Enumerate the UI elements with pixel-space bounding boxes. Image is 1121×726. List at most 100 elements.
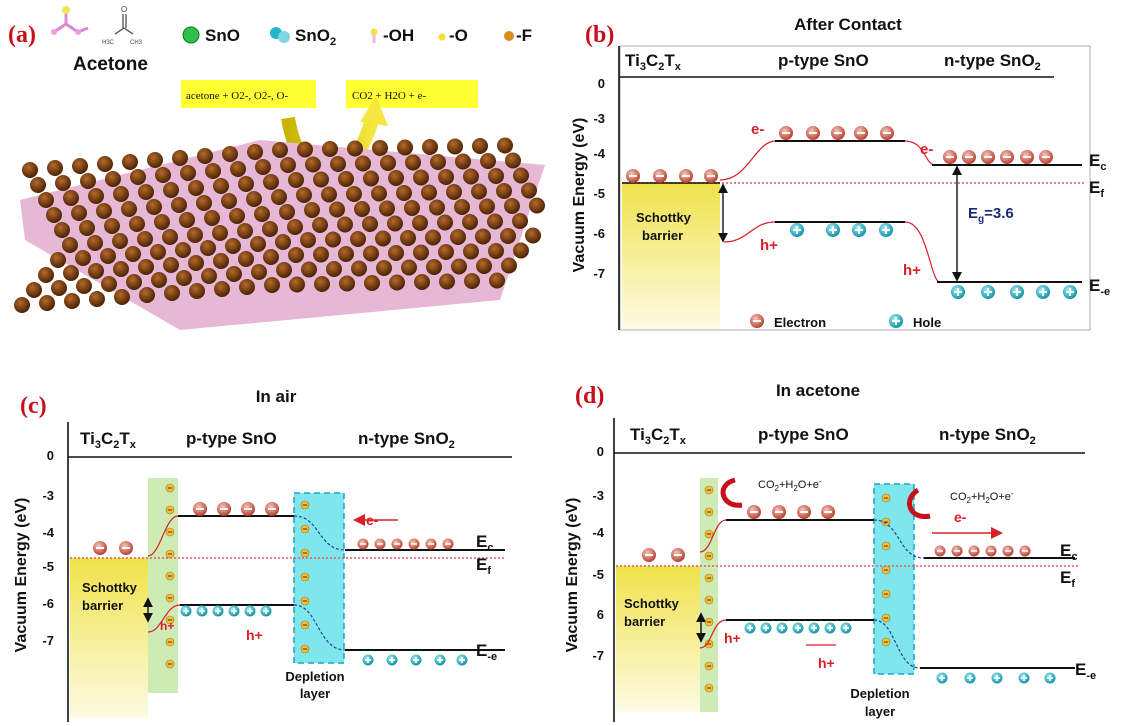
acetone-structure-icon: O H3C CH3 bbox=[102, 5, 143, 46]
svg-text:-6: -6 bbox=[593, 226, 605, 241]
mxene-lattice bbox=[14, 137, 545, 330]
col-sno-label: p-type SnO bbox=[778, 51, 869, 70]
svg-text:-6: -6 bbox=[42, 596, 54, 611]
reaction-arrow-head-icon bbox=[360, 96, 388, 126]
d-col-sno-label: p-type SnO bbox=[758, 425, 849, 444]
svg-text:-F: -F bbox=[516, 26, 532, 45]
product-text: CO2 + H2O + e- bbox=[352, 90, 426, 102]
panel-a: O H3C CH3 Acetone SnO SnO2 -OH -O -F bbox=[14, 5, 545, 330]
d-reaction-arrow-icon-2 bbox=[907, 487, 931, 519]
legend-hole-label: Hole bbox=[913, 315, 941, 330]
d-depletion-label-1: Depletion bbox=[850, 686, 909, 701]
panel-d: In acetone Ti3C2Tx p-type SnO n-type SnO… bbox=[564, 381, 1096, 722]
panel-c: In air Ti3C2Tx p-type SnO n-type SnO2 Va… bbox=[13, 387, 512, 722]
b-electron-arrow-label: e- bbox=[751, 121, 764, 138]
legend-f: -F bbox=[504, 26, 532, 45]
svg-text:-7: -7 bbox=[592, 648, 604, 663]
svg-text:-4: -4 bbox=[42, 525, 54, 540]
svg-text:e-: e- bbox=[954, 509, 967, 525]
legend-o: -O bbox=[438, 26, 468, 45]
svg-text:-3: -3 bbox=[42, 488, 54, 503]
acetone-label: Acetone bbox=[73, 54, 148, 75]
svg-text:0: 0 bbox=[597, 444, 604, 459]
valence-band-curve bbox=[723, 221, 1082, 283]
col-sno2-label: n-type SnO2 bbox=[944, 51, 1041, 73]
eg-label: Eg=3.6 bbox=[968, 205, 1014, 225]
svg-text:-OH: -OH bbox=[383, 26, 414, 45]
panel-d-title: In acetone bbox=[776, 381, 860, 400]
acetone-molecule-icon bbox=[51, 6, 89, 35]
svg-text:E-e: E-e bbox=[1075, 660, 1096, 682]
svg-text:h+: h+ bbox=[724, 630, 741, 646]
schottky-region bbox=[622, 182, 720, 329]
b-ee-label: E-e bbox=[1089, 276, 1110, 298]
svg-text:SnO: SnO bbox=[205, 26, 240, 45]
b-hole-label-2: h+ bbox=[903, 262, 921, 279]
d-reaction-1: CO2+H2O+e- bbox=[758, 477, 822, 493]
b-ec-label: Ec bbox=[1089, 151, 1106, 173]
svg-text:Ec: Ec bbox=[1060, 541, 1077, 563]
d-reaction-arrow-icon-1 bbox=[720, 477, 743, 508]
reactant-text: acetone + O2-, O2-, O- bbox=[186, 90, 288, 102]
svg-text:0: 0 bbox=[47, 448, 54, 463]
b-ef-label: Ef bbox=[1089, 178, 1104, 200]
svg-text:6: 6 bbox=[597, 607, 604, 622]
panel-b-label: (b) bbox=[585, 22, 615, 48]
svg-text:-O: -O bbox=[449, 26, 468, 45]
legend-sno2: SnO2 bbox=[270, 26, 336, 48]
svg-text:Ec: Ec bbox=[476, 532, 493, 554]
panel-c-label: (c) bbox=[20, 393, 47, 419]
d-depletion-region bbox=[874, 484, 914, 674]
svg-text:O: O bbox=[121, 5, 127, 14]
svg-text:CH3: CH3 bbox=[130, 40, 143, 46]
svg-text:Ef: Ef bbox=[1060, 568, 1075, 590]
svg-text:-3: -3 bbox=[593, 111, 605, 126]
legend-hole-icon bbox=[889, 314, 903, 328]
svg-text:0: 0 bbox=[598, 76, 605, 91]
svg-text:-5: -5 bbox=[593, 186, 605, 201]
col-ti3c2tx-label: Ti3C2Tx bbox=[625, 51, 682, 73]
svg-text:h+: h+ bbox=[818, 655, 835, 671]
product-box bbox=[346, 80, 478, 108]
svg-text:barrier: barrier bbox=[82, 598, 123, 613]
svg-text:-7: -7 bbox=[42, 633, 54, 648]
panel-c-ylabel: Vacuum Energy (eV) bbox=[13, 498, 30, 653]
c-schottky-region bbox=[70, 558, 148, 718]
svg-text:Schottky: Schottky bbox=[624, 596, 680, 611]
panel-d-ylabel: Vacuum Energy (eV) bbox=[564, 498, 581, 653]
d-depletion-label-2: layer bbox=[865, 704, 895, 719]
svg-text:-4: -4 bbox=[593, 146, 605, 161]
reactant-box bbox=[181, 80, 316, 108]
svg-text:barrier: barrier bbox=[624, 614, 665, 629]
panel-b-ylabel: Vacuum Energy (eV) bbox=[571, 118, 588, 273]
panel-b: After Contact Ti3C2Tx p-type SnO n-type … bbox=[571, 15, 1110, 331]
c-col-sno2-label: n-type SnO2 bbox=[358, 429, 455, 451]
svg-text:-5: -5 bbox=[42, 559, 54, 574]
d-hal-strip bbox=[700, 478, 718, 712]
panel-c-title: In air bbox=[256, 387, 297, 406]
legend-oh: -OH bbox=[370, 26, 414, 45]
c-depletion-label-2: layer bbox=[300, 686, 330, 701]
d-reaction-2: CO2+H2O+e- bbox=[950, 489, 1014, 505]
panel-b-title: After Contact bbox=[794, 15, 902, 34]
c-col-sno-label: p-type SnO bbox=[186, 429, 277, 448]
svg-text:-4: -4 bbox=[592, 525, 604, 540]
b-electron-arrow-label-2: e- bbox=[920, 141, 933, 158]
svg-text:-5: -5 bbox=[592, 567, 604, 582]
b-hole-label: h+ bbox=[760, 237, 778, 254]
panel-a-label: (a) bbox=[8, 22, 36, 48]
d-schottky-region bbox=[616, 566, 700, 712]
schottky-label-2: barrier bbox=[642, 228, 683, 243]
schottky-label-1: Schottky bbox=[636, 210, 692, 225]
c-depletion-label-1: Depletion bbox=[285, 669, 344, 684]
svg-text:H3C: H3C bbox=[102, 40, 115, 46]
svg-text:h+: h+ bbox=[246, 627, 263, 643]
legend-electron-label: Electron bbox=[774, 315, 826, 330]
svg-text:Ef: Ef bbox=[476, 555, 491, 577]
panel-b-frame bbox=[619, 45, 1091, 331]
d-col-ti3c2tx-label: Ti3C2Tx bbox=[630, 425, 687, 447]
c-col-ti3c2tx-label: Ti3C2Tx bbox=[80, 429, 137, 451]
d-col-sno2-label: n-type SnO2 bbox=[939, 425, 1036, 447]
c-hal-strip bbox=[148, 478, 178, 693]
